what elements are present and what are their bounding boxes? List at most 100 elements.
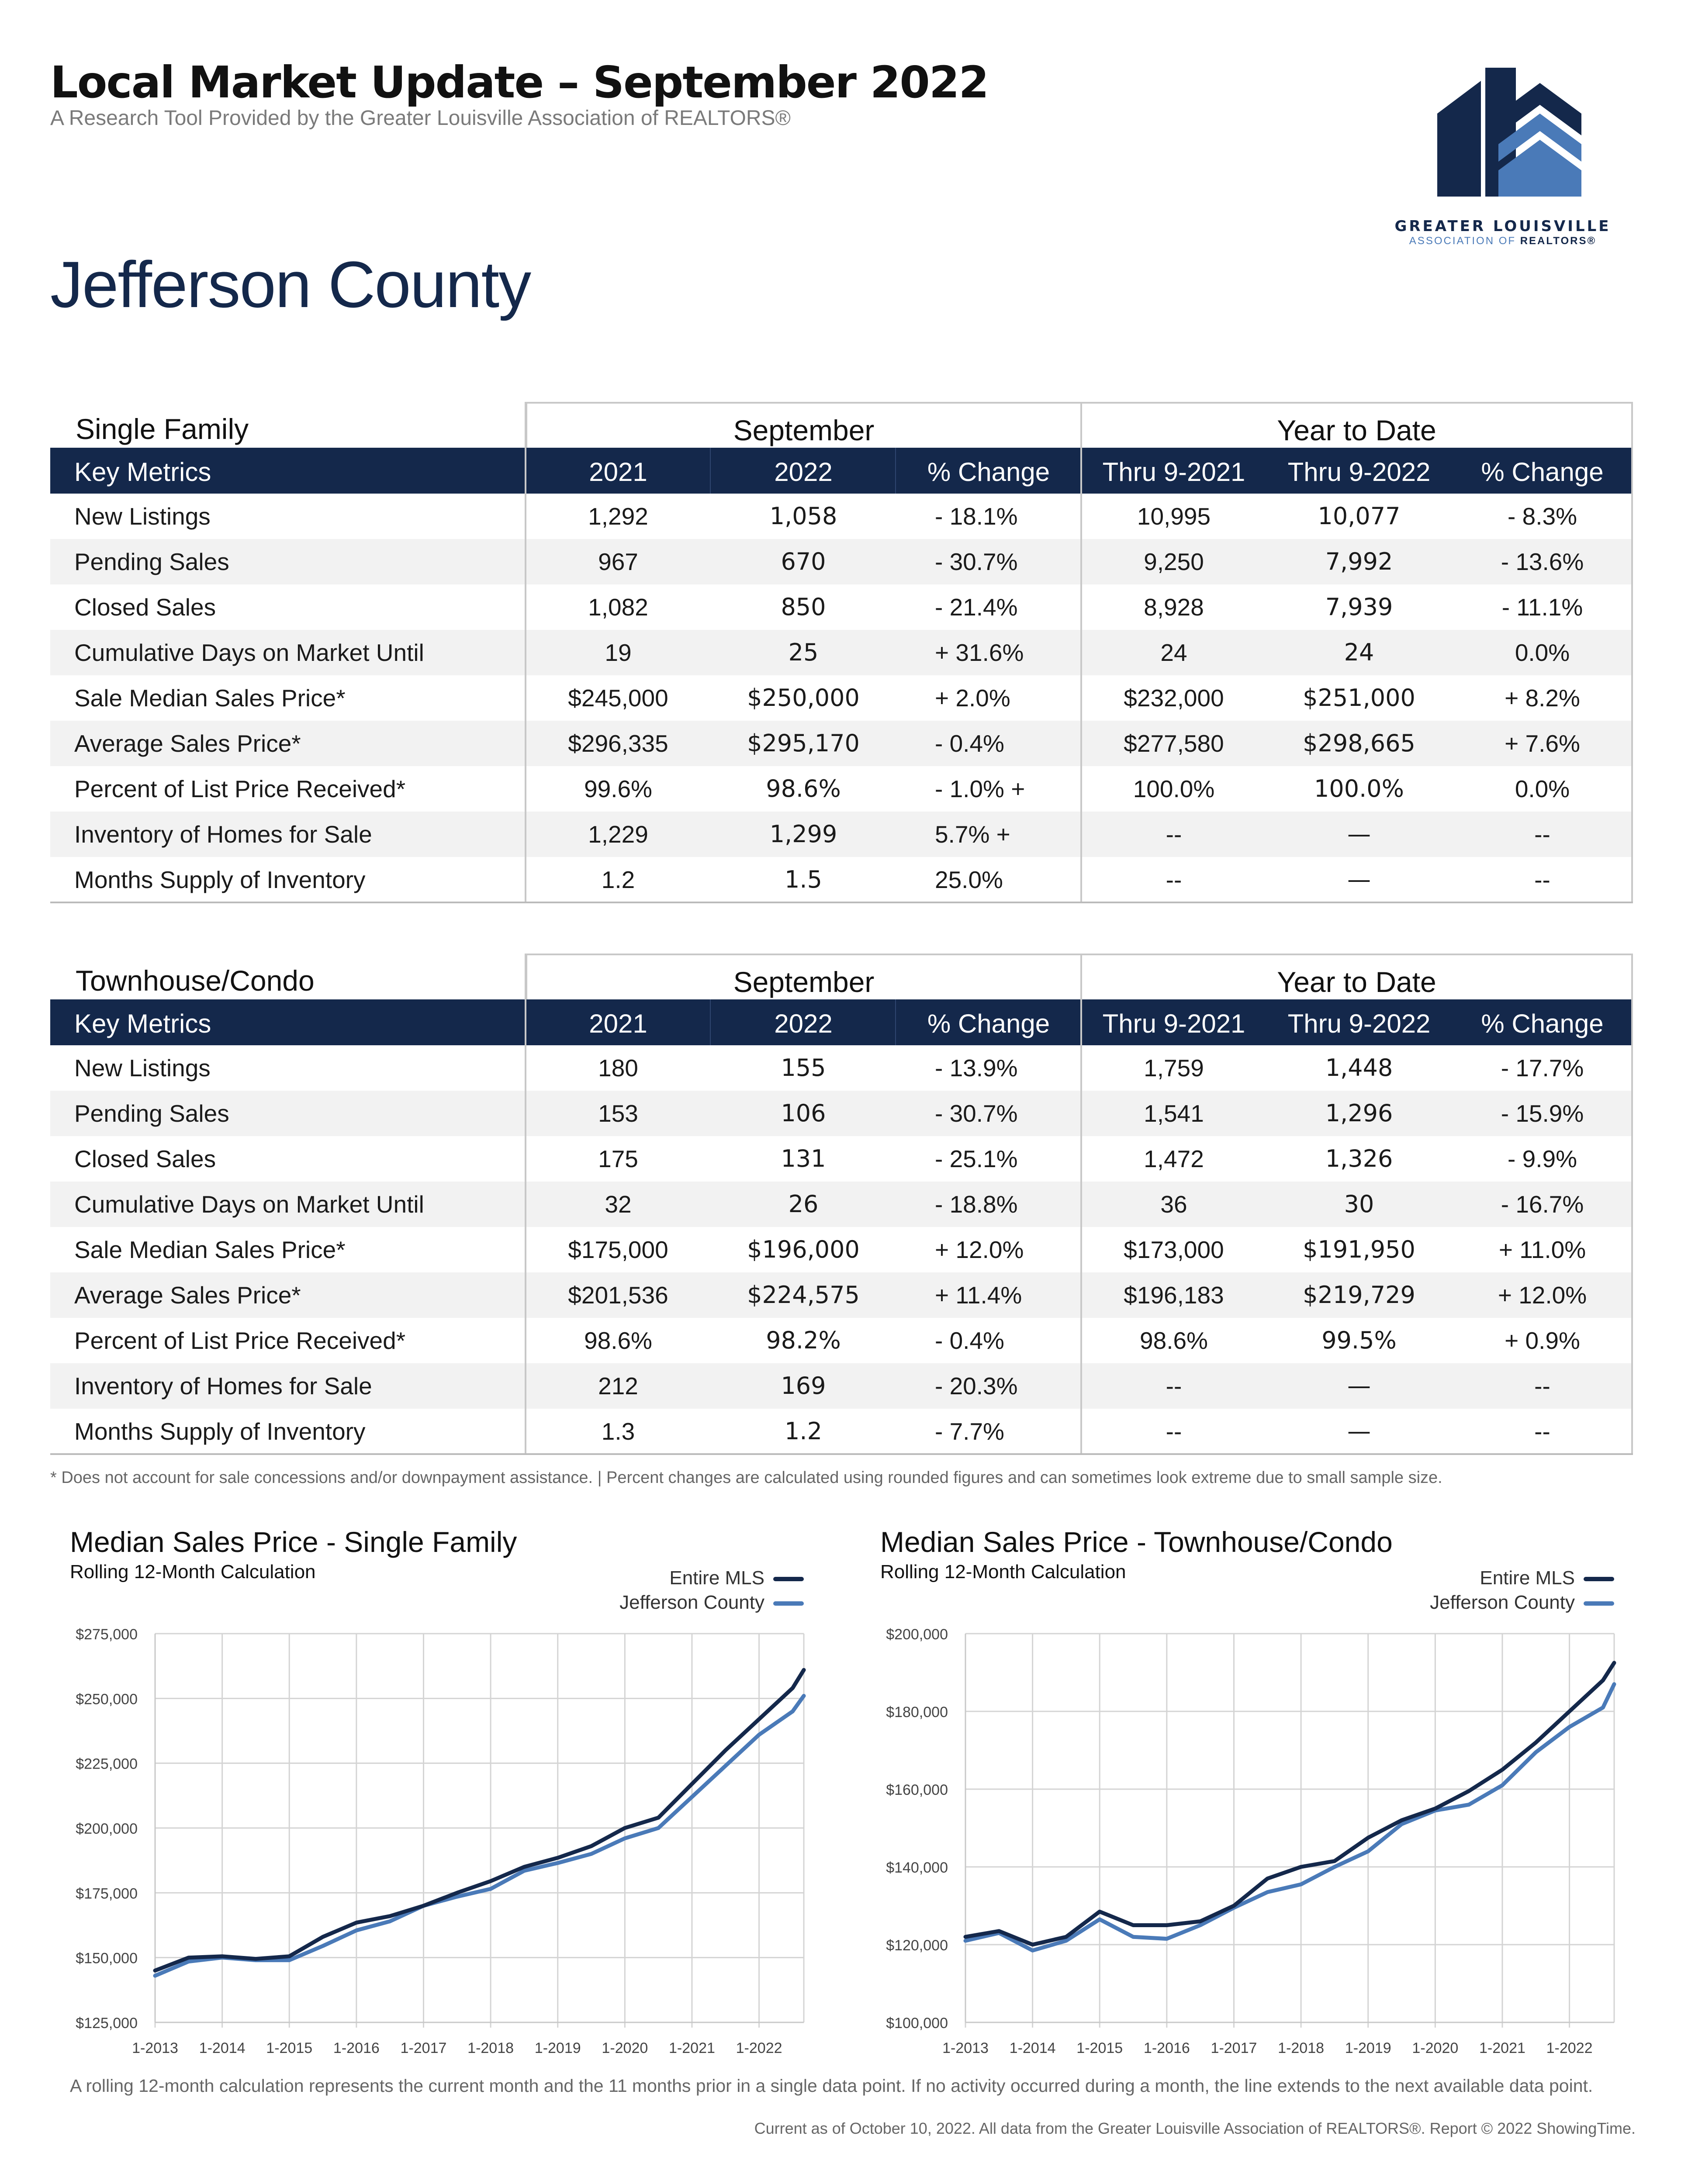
metric-label: Percent of List Price Received* bbox=[74, 1327, 406, 1354]
x-tick-label: 1-2022 bbox=[736, 2040, 782, 2056]
series-line-jefferson-county bbox=[153, 1693, 806, 1978]
table-row: Closed Sales 1,082 850 - 21.4% 8,928 7,939 - 1… bbox=[50, 584, 1633, 630]
metric-value: 10,995 bbox=[1137, 503, 1211, 530]
table-row: Percent of List Price Received* 99.6% 98.6… bbox=[50, 766, 1633, 812]
chart-legend-single-family: Entire MLS Jefferson County bbox=[481, 1567, 804, 1614]
table-row: Cumulative Days on Market Until 19 25 + 31.… bbox=[50, 630, 1633, 675]
header-col-6: % Change bbox=[1481, 457, 1604, 487]
metric-value: 36 bbox=[1160, 1191, 1187, 1218]
footnote: * Does not account for sale concessions … bbox=[50, 1469, 1442, 1487]
building-logo-icon bbox=[1437, 68, 1581, 197]
metric-value: $224,575 bbox=[747, 1281, 860, 1309]
table-divider bbox=[1631, 954, 1633, 1454]
metric-value: 98.6% bbox=[584, 1327, 652, 1354]
metric-value: 212 bbox=[598, 1372, 638, 1400]
metric-value: $251,000 bbox=[1303, 684, 1415, 712]
header-col-3: % Change bbox=[927, 1009, 1050, 1038]
metric-value: - 21.4% bbox=[935, 594, 1018, 621]
metric-value: 98.6% bbox=[1140, 1327, 1208, 1354]
x-tick-label: 1-2022 bbox=[1546, 2040, 1593, 2056]
legend-jefferson: Jefferson County bbox=[619, 1592, 764, 1613]
header-col-1: 2021 bbox=[589, 1009, 647, 1038]
townhouse-condo-table: Townhouse/Condo September Year to Date Key … bbox=[50, 954, 1633, 1467]
metric-label: Sale Median Sales Price* bbox=[74, 1236, 346, 1263]
legend-swatch-blue bbox=[1584, 1601, 1614, 1606]
metric-value: $173,000 bbox=[1124, 1236, 1224, 1263]
table-divider bbox=[525, 402, 526, 902]
metric-value: $196,000 bbox=[747, 1236, 860, 1263]
metric-value: 9,250 bbox=[1144, 548, 1204, 575]
y-tick-label: $275,000 bbox=[76, 1626, 138, 1643]
metric-value: 1,326 bbox=[1325, 1145, 1393, 1172]
metric-value: -- bbox=[1534, 1372, 1550, 1400]
metric-label: Percent of List Price Received* bbox=[74, 775, 406, 802]
header-col-5: Thru 9-2022 bbox=[1287, 457, 1431, 487]
metric-value: 967 bbox=[598, 548, 638, 575]
table-divider bbox=[525, 954, 526, 1454]
metric-value: 1,082 bbox=[588, 594, 648, 621]
table-row: Average Sales Price* $201,536 $224,575 + 11… bbox=[50, 1272, 1633, 1318]
metric-value: - 1.0% + bbox=[935, 775, 1025, 802]
table-section-title: Townhouse/Condo bbox=[76, 964, 315, 997]
metric-value: $298,665 bbox=[1303, 729, 1415, 757]
metric-value: — bbox=[1347, 1417, 1371, 1445]
header-divider bbox=[895, 999, 896, 1045]
header-divider bbox=[895, 448, 896, 494]
header-col-4: Thru 9-2021 bbox=[1102, 457, 1245, 487]
y-tick-label: $180,000 bbox=[886, 1704, 948, 1721]
logo-name: GREATER LOUISVILLE bbox=[1394, 218, 1611, 235]
metric-value: 30 bbox=[1344, 1190, 1374, 1218]
table-row: Pending Sales 153 106 - 30.7% 1,541 1,296 - 15… bbox=[50, 1091, 1633, 1136]
metric-value: 106 bbox=[781, 1099, 826, 1127]
metric-value: + 11.0% bbox=[1498, 1236, 1586, 1263]
metric-value: 153 bbox=[598, 1100, 638, 1127]
metric-value: — bbox=[1347, 1372, 1371, 1400]
metric-label: Average Sales Price* bbox=[74, 730, 301, 757]
metric-value: 24 bbox=[1344, 639, 1374, 666]
y-tick-label: $125,000 bbox=[76, 2015, 138, 2032]
single-family-table: Single Family September Year to Date Key Me… bbox=[50, 402, 1633, 915]
x-tick-label: 1-2015 bbox=[1076, 2040, 1123, 2056]
metric-value: 175 bbox=[598, 1145, 638, 1172]
x-tick-label: 1-2019 bbox=[535, 2040, 581, 2056]
y-tick-label: $140,000 bbox=[886, 1859, 948, 1876]
table-divider bbox=[1080, 954, 1082, 1454]
metric-value: - 16.7% bbox=[1501, 1191, 1584, 1218]
logo-realtors: REALTORS® bbox=[1520, 235, 1597, 247]
table-row: Closed Sales 175 131 - 25.1% 1,472 1,326 - 9.9… bbox=[50, 1136, 1633, 1182]
metric-value: 1,292 bbox=[588, 503, 648, 530]
x-tick-label: 1-2015 bbox=[266, 2040, 312, 2056]
legend-swatch-blue bbox=[773, 1601, 804, 1606]
metric-value: - 0.4% bbox=[935, 730, 1004, 757]
series-line-entire-mls bbox=[153, 1668, 806, 1973]
metric-value: 24 bbox=[1160, 639, 1187, 666]
metric-label: Average Sales Price* bbox=[74, 1282, 301, 1309]
metric-value: - 0.4% bbox=[935, 1327, 1004, 1354]
metric-value: 1,541 bbox=[1144, 1100, 1204, 1127]
legend-swatch-navy bbox=[773, 1577, 804, 1582]
metric-label: Pending Sales bbox=[74, 1100, 229, 1127]
metric-label: Cumulative Days on Market Until bbox=[74, 1191, 424, 1218]
metric-value: + 7.6% bbox=[1505, 730, 1580, 757]
chart-title-townhouse: Median Sales Price - Townhouse/Condo bbox=[880, 1526, 1393, 1558]
metric-value: 1.2 bbox=[601, 866, 635, 893]
metric-value: 1,299 bbox=[769, 820, 837, 848]
metric-value: 1,058 bbox=[769, 502, 837, 530]
table-row: Pending Sales 967 670 - 30.7% 9,250 7,992 - 13… bbox=[50, 539, 1633, 584]
metric-value: - 13.9% bbox=[935, 1054, 1018, 1082]
metric-value: 1.5 bbox=[785, 866, 822, 893]
legend-swatch-navy bbox=[1584, 1577, 1614, 1582]
header-col-5: Thru 9-2022 bbox=[1287, 1009, 1431, 1038]
metric-value: 32 bbox=[605, 1191, 632, 1218]
metric-value: - 18.8% bbox=[935, 1191, 1018, 1218]
metric-value: - 17.7% bbox=[1501, 1054, 1584, 1082]
chart-townhouse-condo: $100,000 $120,000 $140,000 $160,000 $180,000… bbox=[886, 1626, 1616, 2056]
header-key-metrics: Key Metrics bbox=[74, 1009, 211, 1038]
metric-value: 1,296 bbox=[1325, 1099, 1393, 1127]
chart-subtitle-single-family: Rolling 12-Month Calculation bbox=[70, 1561, 316, 1583]
metric-value: 8,928 bbox=[1144, 594, 1204, 621]
header-col-6: % Change bbox=[1481, 1009, 1604, 1038]
header-key-metrics: Key Metrics bbox=[74, 457, 211, 487]
metric-value: - 15.9% bbox=[1501, 1100, 1584, 1127]
metric-value: -- bbox=[1166, 866, 1182, 893]
